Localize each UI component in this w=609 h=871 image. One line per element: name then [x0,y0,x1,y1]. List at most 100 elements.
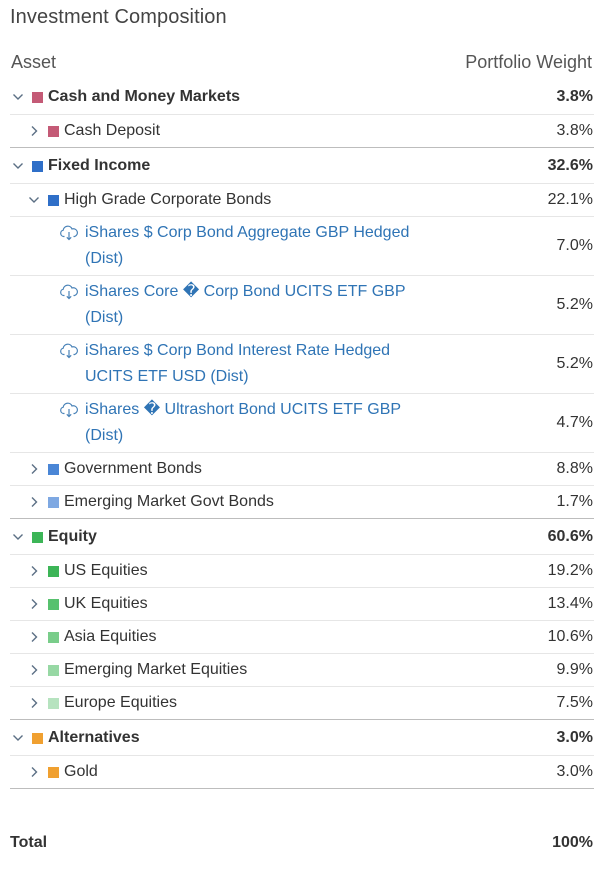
cloud-download-icon[interactable] [59,402,79,418]
color-swatch [48,697,59,709]
weight-value: 5.2% [556,296,593,313]
fund-row[interactable]: iShares Core � Corp Bond UCITS ETF GBP (D… [10,276,594,335]
asset-cell: UK Equities [10,595,513,613]
fund-link[interactable]: iShares � Ultrashort Bond UCITS ETF GBP (… [85,397,415,449]
weight-value: 3.8% [556,88,593,105]
group-row[interactable]: Fixed Income 32.6% [10,149,594,184]
subgroup-row[interactable]: UK Equities 13.4% [10,588,594,621]
fund-link[interactable]: iShares $ Corp Bond Aggregate GBP Hedged… [85,220,415,272]
subgroup-row[interactable]: Government Bonds 8.8% [10,453,594,486]
fund-name-line2: (Dist) [85,427,124,444]
asset-cell: US Equities [10,562,513,580]
chevron-down-icon[interactable] [11,530,25,544]
chevron-down-icon[interactable] [11,90,25,104]
asset-name: Equity [48,528,97,545]
fund-link[interactable]: iShares $ Corp Bond Interest Rate Hedged… [85,338,415,390]
chevron-down-icon[interactable] [27,193,41,207]
weight-value: 7.0% [556,237,593,254]
fund-name-line1: iShares � Ultrashort Bond UCITS ETF GBP [85,401,402,418]
asset-name: Fixed Income [48,157,151,174]
chevron-right-icon[interactable] [27,462,41,476]
chevron-right-icon[interactable] [27,696,41,710]
asset-cell: iShares � Ultrashort Bond UCITS ETF GBP (… [10,397,513,449]
asset-name: Alternatives [48,729,140,746]
chevron-down-icon[interactable] [11,159,25,173]
fund-link[interactable]: iShares Core � Corp Bond UCITS ETF GBP (D… [85,279,415,331]
asset-cell: Gold [10,763,513,781]
color-swatch [48,565,59,577]
chevron-right-icon[interactable] [27,765,41,779]
subgroup-row[interactable]: Cash Deposit 3.8% [10,115,594,148]
color-swatch [32,91,43,103]
color-swatch [48,766,59,778]
weight-value: 10.6% [547,628,593,645]
asset-cell: Europe Equities [10,694,513,712]
color-swatch [32,160,43,172]
color-swatch [48,598,59,610]
chevron-right-icon[interactable] [27,663,41,677]
asset-name: Emerging Market Equities [64,661,248,678]
asset-cell: Cash Deposit [10,122,513,140]
asset-name: Cash and Money Markets [48,88,241,105]
cloud-download-icon[interactable] [59,225,79,241]
weight-value: 3.0% [556,729,593,746]
asset-column-header: Asset [11,52,57,72]
asset-cell: High Grade Corporate Bonds [10,191,513,209]
asset-cell: Emerging Market Equities [10,661,513,679]
color-swatch [48,194,59,206]
fund-name-line2: (Dist) [85,250,124,267]
chevron-down-icon[interactable] [11,731,25,745]
group-row[interactable]: Cash and Money Markets 3.8% [10,80,594,115]
color-swatch [32,531,43,543]
cloud-download-icon[interactable] [59,284,79,300]
asset-name: UK Equities [64,595,148,612]
chevron-right-icon[interactable] [27,597,41,611]
asset-cell: iShares $ Corp Bond Aggregate GBP Hedged… [10,220,513,272]
group-row[interactable]: Equity 60.6% [10,520,594,555]
asset-cell: Alternatives [10,729,513,747]
page-title: Investment Composition [10,6,227,28]
color-swatch [48,463,59,475]
fund-row[interactable]: iShares � Ultrashort Bond UCITS ETF GBP (… [10,394,594,453]
cloud-download-icon[interactable] [59,343,79,359]
asset-name: Emerging Market Govt Bonds [64,493,274,510]
asset-cell: Government Bonds [10,460,513,478]
weight-value: 5.2% [556,355,593,372]
fund-row[interactable]: iShares $ Corp Bond Aggregate GBP Hedged… [10,217,594,276]
subgroup-row[interactable]: High Grade Corporate Bonds 22.1% [10,184,594,217]
chevron-right-icon[interactable] [27,630,41,644]
subgroup-row[interactable]: Europe Equities 7.5% [10,687,594,720]
weight-value: 19.2% [547,562,593,579]
color-swatch [48,631,59,643]
color-swatch [32,732,43,744]
asset-cell: Equity [10,528,513,546]
subgroup-row[interactable]: Gold 3.0% [10,756,594,789]
asset-name: High Grade Corporate Bonds [64,191,272,208]
fund-name-line2: (Dist) [85,309,124,326]
subgroup-row[interactable]: Asia Equities 10.6% [10,621,594,654]
fund-name-line2: UCITS ETF USD (Dist) [85,368,249,385]
fund-name-line1: iShares $ Corp Bond Interest Rate Hedged [85,342,391,359]
subgroup-row[interactable]: US Equities 19.2% [10,555,594,588]
fund-name-line1: iShares $ Corp Bond Aggregate GBP Hedged [85,224,410,241]
group-row[interactable]: Alternatives 3.0% [10,721,594,756]
total-weight: 100% [552,834,593,851]
weight-value: 3.8% [556,122,593,139]
subgroup-row[interactable]: Emerging Market Equities 9.9% [10,654,594,687]
weight-value: 8.8% [556,460,593,477]
weight-column-header: Portfolio Weight [465,52,592,72]
chevron-right-icon[interactable] [27,564,41,578]
asset-name: US Equities [64,562,148,579]
fund-row[interactable]: iShares $ Corp Bond Interest Rate Hedged… [10,335,594,394]
weight-value: 22.1% [547,191,593,208]
total-row: Total 100% [10,834,594,852]
asset-name: Government Bonds [64,460,202,477]
chevron-right-icon[interactable] [27,124,41,138]
table-header: Asset Portfolio Weight [10,52,594,78]
chevron-right-icon[interactable] [27,495,41,509]
asset-name: Cash Deposit [64,122,161,139]
subgroup-row[interactable]: Emerging Market Govt Bonds 1.7% [10,486,594,519]
asset-name: Gold [64,763,98,780]
weight-value: 32.6% [547,157,593,174]
weight-value: 3.0% [556,763,593,780]
